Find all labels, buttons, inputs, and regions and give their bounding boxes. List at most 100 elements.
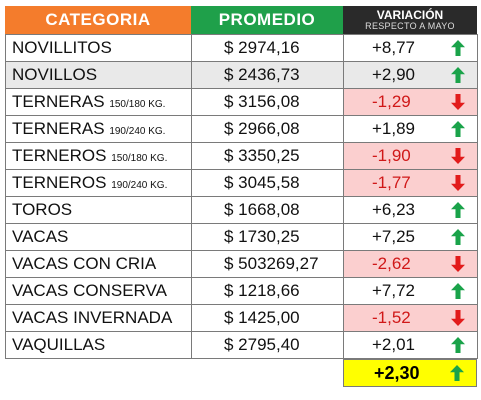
category-name: TERNERAS	[12, 92, 105, 111]
average-price-cell: $ 1730,25	[191, 223, 344, 251]
down-arrow-icon	[451, 148, 465, 164]
variation-cell: +2,01	[343, 331, 478, 359]
average-price-cell: $ 503269,27	[191, 250, 344, 278]
table-row: NOVILLOS $ 2436,73 +2,90	[5, 61, 478, 89]
down-arrow-icon	[451, 175, 465, 191]
price-table: NOVILLITOS $ 2974,16 +8,77 NOVILLOS $ 2436,7…	[5, 34, 478, 359]
category-name: NOVILLOS	[12, 65, 98, 84]
variation-cell: +2,90	[343, 61, 478, 89]
table-row: NOVILLITOS $ 2974,16 +8,77	[5, 34, 478, 62]
down-arrow-icon	[451, 310, 465, 326]
header-categoria: CATEGORIA	[5, 6, 191, 34]
category-weight: 190/240 KG.	[111, 180, 168, 191]
category-name: VACAS	[12, 227, 69, 246]
average-price-cell: $ 3350,25	[191, 142, 344, 170]
category-cell: TERNERAS 150/180 KG.	[5, 88, 192, 116]
variation-value: -1,77	[372, 173, 411, 192]
table-row: VACAS $ 1730,25 +7,25	[5, 223, 478, 251]
category-name: VAQUILLAS	[12, 335, 106, 354]
category-name: VACAS INVERNADA	[12, 308, 173, 327]
up-arrow-icon	[450, 365, 464, 381]
up-arrow-icon	[451, 40, 465, 56]
variation-value: +2,01	[372, 335, 416, 354]
category-name: TERNEROS	[12, 146, 107, 165]
up-arrow-icon	[451, 283, 465, 299]
category-name: VACAS CONSERVA	[12, 281, 167, 300]
category-cell: TERNERAS 190/240 KG.	[5, 115, 192, 143]
header-variacion: VARIACIÓN RESPECTO A MAYO	[343, 6, 477, 34]
variation-cell: -1,29	[343, 88, 478, 116]
up-arrow-icon	[451, 121, 465, 137]
category-name: NOVILLITOS	[12, 38, 112, 57]
average-price-cell: $ 2974,16	[191, 34, 344, 62]
up-arrow-icon	[451, 202, 465, 218]
category-cell: NOVILLOS	[5, 61, 192, 89]
table-row: VAQUILLAS $ 2795,40 +2,01	[5, 331, 478, 359]
table-header: CATEGORIA PROMEDIO VARIACIÓN RESPECTO A …	[5, 6, 477, 34]
average-price-cell: $ 1218,66	[191, 277, 344, 305]
table-row: TERNERAS 190/240 KG. $ 2966,08 +1,89	[5, 115, 478, 143]
variation-cell: +6,23	[343, 196, 478, 224]
variation-value: +6,23	[372, 200, 416, 219]
variation-value: -1,90	[372, 146, 411, 165]
variation-cell: +1,89	[343, 115, 478, 143]
up-arrow-icon	[451, 67, 465, 83]
variation-value: -2,62	[372, 254, 411, 273]
average-price-cell: $ 3156,08	[191, 88, 344, 116]
average-price-cell: $ 3045,58	[191, 169, 344, 197]
variation-cell: +7,72	[343, 277, 478, 305]
category-cell: VACAS CONSERVA	[5, 277, 192, 305]
category-cell: TERNEROS 150/180 KG.	[5, 142, 192, 170]
variation-cell: -1,77	[343, 169, 478, 197]
down-arrow-icon	[451, 256, 465, 272]
header-variacion-title: VARIACIÓN	[376, 8, 444, 22]
total-value: +2,30	[374, 362, 420, 383]
variation-value: +2,90	[372, 65, 416, 84]
up-arrow-icon	[451, 337, 465, 353]
category-name: TERNEROS	[12, 173, 107, 192]
category-cell: TERNEROS 190/240 KG.	[5, 169, 192, 197]
average-price-cell: $ 2436,73	[191, 61, 344, 89]
category-cell: VACAS	[5, 223, 192, 251]
table-row: VACAS INVERNADA $ 1425,00 -1,52	[5, 304, 478, 332]
average-price-cell: $ 2966,08	[191, 115, 344, 143]
variation-value: +1,89	[372, 119, 416, 138]
average-price-cell: $ 2795,40	[191, 331, 344, 359]
header-promedio: PROMEDIO	[191, 6, 343, 34]
table-row: VACAS CON CRIA $ 503269,27 -2,62	[5, 250, 478, 278]
category-weight: 150/180 KG.	[109, 99, 166, 110]
table-row: TERNERAS 150/180 KG. $ 3156,08 -1,29	[5, 88, 478, 116]
table-row: TERNEROS 190/240 KG. $ 3045,58 -1,77	[5, 169, 478, 197]
variation-cell: -2,62	[343, 250, 478, 278]
price-table-container: CATEGORIA PROMEDIO VARIACIÓN RESPECTO A …	[5, 6, 478, 387]
variation-value: -1,52	[372, 308, 411, 327]
category-cell: TOROS	[5, 196, 192, 224]
category-cell: NOVILLITOS	[5, 34, 192, 62]
variation-value: +7,72	[372, 281, 416, 300]
variation-cell: -1,90	[343, 142, 478, 170]
variation-value: -1,29	[372, 92, 411, 111]
average-price-cell: $ 1668,08	[191, 196, 344, 224]
category-cell: VAQUILLAS	[5, 331, 192, 359]
table-row: TERNEROS 150/180 KG. $ 3350,25 -1,90	[5, 142, 478, 170]
category-name: TERNERAS	[12, 119, 105, 138]
table-row: TOROS $ 1668,08 +6,23	[5, 196, 478, 224]
category-name: VACAS CON CRIA	[12, 254, 157, 273]
variation-cell: +8,77	[343, 34, 478, 62]
total-row: +2,30	[5, 359, 477, 387]
total-variation: +2,30	[343, 359, 477, 387]
table-row: VACAS CONSERVA $ 1218,66 +7,72	[5, 277, 478, 305]
variation-cell: +7,25	[343, 223, 478, 251]
header-variacion-subtitle: RESPECTO A MAYO	[365, 21, 455, 31]
category-name: TOROS	[12, 200, 73, 219]
variation-cell: -1,52	[343, 304, 478, 332]
category-cell: VACAS INVERNADA	[5, 304, 192, 332]
variation-value: +7,25	[372, 227, 416, 246]
category-cell: VACAS CON CRIA	[5, 250, 192, 278]
category-weight: 190/240 KG.	[109, 126, 166, 137]
down-arrow-icon	[451, 94, 465, 110]
category-weight: 150/180 KG.	[111, 153, 168, 164]
variation-value: +8,77	[372, 38, 416, 57]
average-price-cell: $ 1425,00	[191, 304, 344, 332]
up-arrow-icon	[451, 229, 465, 245]
